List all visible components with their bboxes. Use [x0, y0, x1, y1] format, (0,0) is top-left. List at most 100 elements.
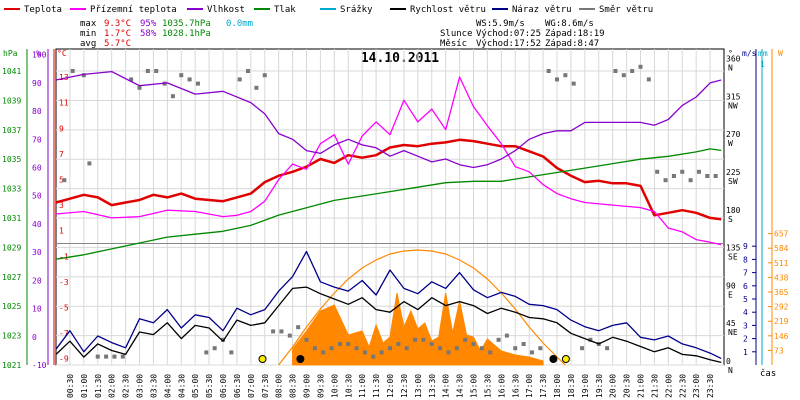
stats-max-press: 1035.7hPa: [162, 19, 211, 29]
wind-direction-point: [413, 337, 418, 342]
w-tick-label: 365: [774, 288, 789, 297]
wind-direction-point: [81, 73, 86, 78]
legend: Teplota Přízemní teplota Vlhkost Tlak Srážky…: [4, 5, 653, 15]
wind-direction-point: [688, 178, 693, 183]
x-tick-label: 09:00: [303, 374, 312, 398]
wind-direction-point: [262, 73, 267, 78]
ms-tick-label: 4: [743, 308, 748, 317]
x-tick-label: 19:30: [595, 374, 604, 398]
wind-direction-point: [187, 77, 192, 82]
moon-rise: Východ:17:52: [476, 39, 541, 49]
wind-direction-point: [87, 161, 92, 166]
wind-direction-point: [154, 69, 159, 73]
pct-tick-label: 40: [32, 220, 42, 229]
wind-direction-point: [521, 342, 526, 346]
wind-direction-point: [137, 85, 142, 90]
wind-direction-point: [546, 69, 551, 73]
wind-direction-point: [713, 174, 718, 178]
x-tick-label: 22:30: [678, 374, 687, 398]
moon-label: Měsíc: [440, 39, 467, 49]
x-tick-label: 05:30: [205, 374, 214, 398]
wind-direction-point: [279, 329, 284, 334]
dir-tick-label: W: [728, 139, 733, 148]
series-line-rychlost-v-tru: [55, 286, 722, 364]
wind-direction-point: [179, 73, 184, 78]
series-line-teplota: [55, 138, 722, 221]
x-tick-label: 19:00: [581, 374, 590, 398]
wind-speed-info: WS:5.9m/s: [476, 19, 525, 29]
x-axis-label: čas: [760, 368, 776, 379]
hpa-tick-label: 1025: [2, 302, 21, 311]
wind-direction-point: [496, 337, 501, 342]
pct-tick-label: 90: [32, 79, 42, 88]
wind-direction-point: [396, 342, 401, 346]
legend-label: Srážky: [340, 5, 373, 15]
stats-max-rain: 0.0mm: [226, 19, 253, 29]
dir-tick-label: N: [728, 64, 733, 73]
temp-tick-label: 7: [59, 150, 64, 159]
sun-rise-marker: [258, 355, 267, 363]
wind-direction-point: [655, 169, 660, 174]
temp-tick-label: 5: [59, 175, 64, 184]
wind-direction-point: [129, 77, 134, 82]
wind-direction-point: [321, 350, 326, 355]
x-tick-label: 08:30: [289, 374, 298, 398]
ms-tick-label: 2: [743, 335, 748, 344]
ms-tick-label: 3: [743, 321, 748, 330]
ms-tick-label: 9: [743, 242, 748, 251]
hpa-tick-label: 1031: [2, 214, 21, 223]
wind-direction-point: [680, 169, 685, 174]
wind-direction-point: [329, 346, 334, 351]
pct-tick-label: 70: [32, 135, 42, 144]
wind-direction-point: [613, 69, 618, 73]
dir-tick-label: NE: [728, 328, 738, 337]
x-tick-label: 21:00: [637, 374, 646, 398]
x-tick-label: 23:00: [692, 374, 701, 398]
w-tick-label: 584: [774, 244, 789, 253]
pct-tick-label: -10: [32, 361, 47, 370]
ms-tick-label: 7: [743, 269, 748, 278]
wind-direction-point: [513, 346, 518, 351]
legend-label: Náraz větru: [512, 5, 572, 15]
wind-direction-point: [346, 342, 351, 346]
temp-tick-label: -1: [59, 252, 69, 261]
wind-direction-point: [421, 337, 426, 342]
wind-direction-point: [112, 354, 117, 359]
mm-unit-label: mm: [758, 49, 768, 58]
x-tick-label: 15:00: [470, 374, 479, 398]
w-tick-label: 292: [774, 303, 789, 312]
wind-direction-point: [638, 64, 643, 69]
wind-direction-point: [229, 350, 234, 355]
sun-label: Slunce: [440, 29, 473, 39]
wind-direction-point: [246, 69, 251, 73]
x-tick-label: 20:00: [609, 374, 618, 398]
x-tick-label: 03:30: [149, 374, 158, 398]
wind-direction-point: [104, 354, 109, 359]
temp-tick-label: -7: [59, 329, 69, 338]
x-tick-label: 23:30: [706, 374, 715, 398]
wind-direction-point: [371, 354, 376, 359]
hpa-tick-label: 1033: [2, 185, 21, 194]
stats-block: max 9.3°C 95% 1035.7hPa 0.0mm min 1.7°C …: [80, 19, 253, 49]
x-tick-label: 01:30: [94, 374, 103, 398]
dir-tick-label: N: [728, 366, 733, 375]
wind-direction-point: [529, 350, 534, 355]
x-tick-label: 06:00: [219, 374, 228, 398]
wind-gust-info: WG:8.6m/s: [545, 19, 594, 29]
wind-direction-point: [62, 178, 67, 183]
dir-tick-label: 225: [726, 168, 741, 177]
stats-avg-label: avg: [80, 39, 96, 49]
temp-tick-label: 1: [59, 227, 64, 236]
pct-tick-label: 60: [32, 164, 42, 173]
wind-direction-point: [621, 73, 626, 78]
wind-direction-point: [304, 337, 309, 342]
x-tick-label: 18:30: [567, 374, 576, 398]
wind-direction-point: [354, 346, 359, 351]
grid: [56, 49, 724, 366]
wind-direction-point: [696, 169, 701, 174]
x-tick-label: 04:30: [177, 374, 186, 398]
ms-unit-label: m/s: [742, 49, 757, 58]
temp-tick-label: 11: [59, 99, 69, 108]
temp-tick-label: -9: [59, 355, 69, 364]
dir-tick-label: 90: [726, 281, 736, 290]
